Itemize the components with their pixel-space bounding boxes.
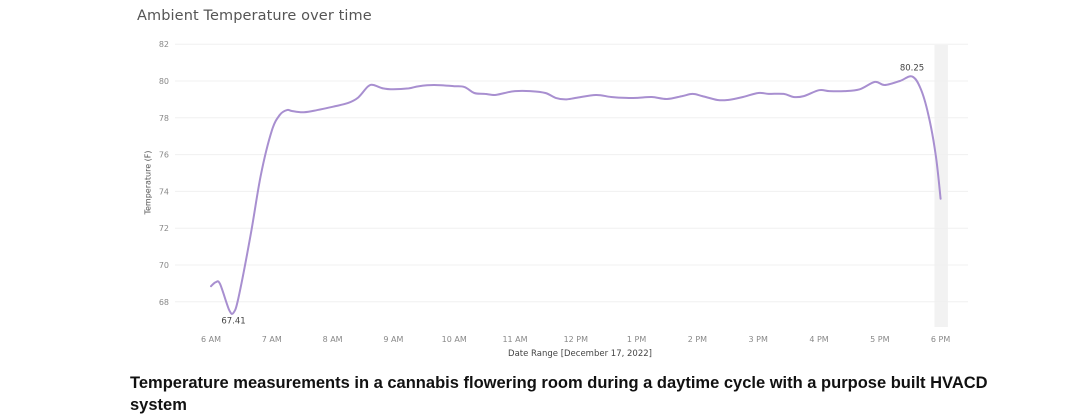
y-tick-label: 70 (159, 261, 169, 270)
y-tick-label: 82 (159, 40, 169, 49)
min-value-label: 67.41 (221, 317, 245, 327)
x-tick-label: 9 AM (383, 335, 403, 344)
y-axis-label: Temperature (F) (143, 150, 153, 215)
x-tick-label: 6 AM (201, 335, 221, 344)
y-tick-label: 76 (159, 151, 169, 160)
y-tick-label: 80 (159, 77, 169, 86)
y-tick-label: 74 (159, 187, 169, 196)
shaded-region (934, 45, 948, 327)
x-tick-label: 5 PM (870, 335, 889, 344)
x-tick-label: 6 PM (931, 335, 950, 344)
x-axis-label: Date Range [December 17, 2022] (508, 349, 652, 359)
temperature-line (210, 75, 942, 315)
chart-title: Ambient Temperature over time (137, 8, 372, 24)
x-tick-label: 10 AM (442, 335, 467, 344)
y-axis-ticks: 68 70 72 74 76 78 80 82 (159, 40, 169, 307)
x-axis-ticks: 6 AM 7 AM 8 AM 9 AM 10 AM 11 AM 12 PM 1 PM 2 PM 3… (201, 335, 950, 344)
gridlines (175, 43, 968, 303)
figure-caption: Temperature measurements in a cannabis f… (130, 374, 988, 414)
data-annotations: 67.41 80.25 (221, 63, 924, 326)
x-tick-label: 1 PM (627, 335, 646, 344)
max-value-label: 80.25 (900, 63, 924, 73)
x-tick-label: 2 PM (688, 335, 707, 344)
x-tick-label: 8 AM (323, 335, 343, 344)
x-tick-label: 7 AM (262, 335, 282, 344)
y-tick-label: 78 (159, 114, 169, 123)
x-tick-label: 3 PM (749, 335, 768, 344)
x-tick-label: 4 PM (809, 335, 828, 344)
x-tick-label: 11 AM (502, 335, 527, 344)
x-tick-label: 12 PM (564, 335, 589, 344)
y-tick-label: 72 (159, 224, 169, 233)
y-tick-label: 68 (159, 298, 169, 307)
shaded-band (934, 45, 948, 327)
